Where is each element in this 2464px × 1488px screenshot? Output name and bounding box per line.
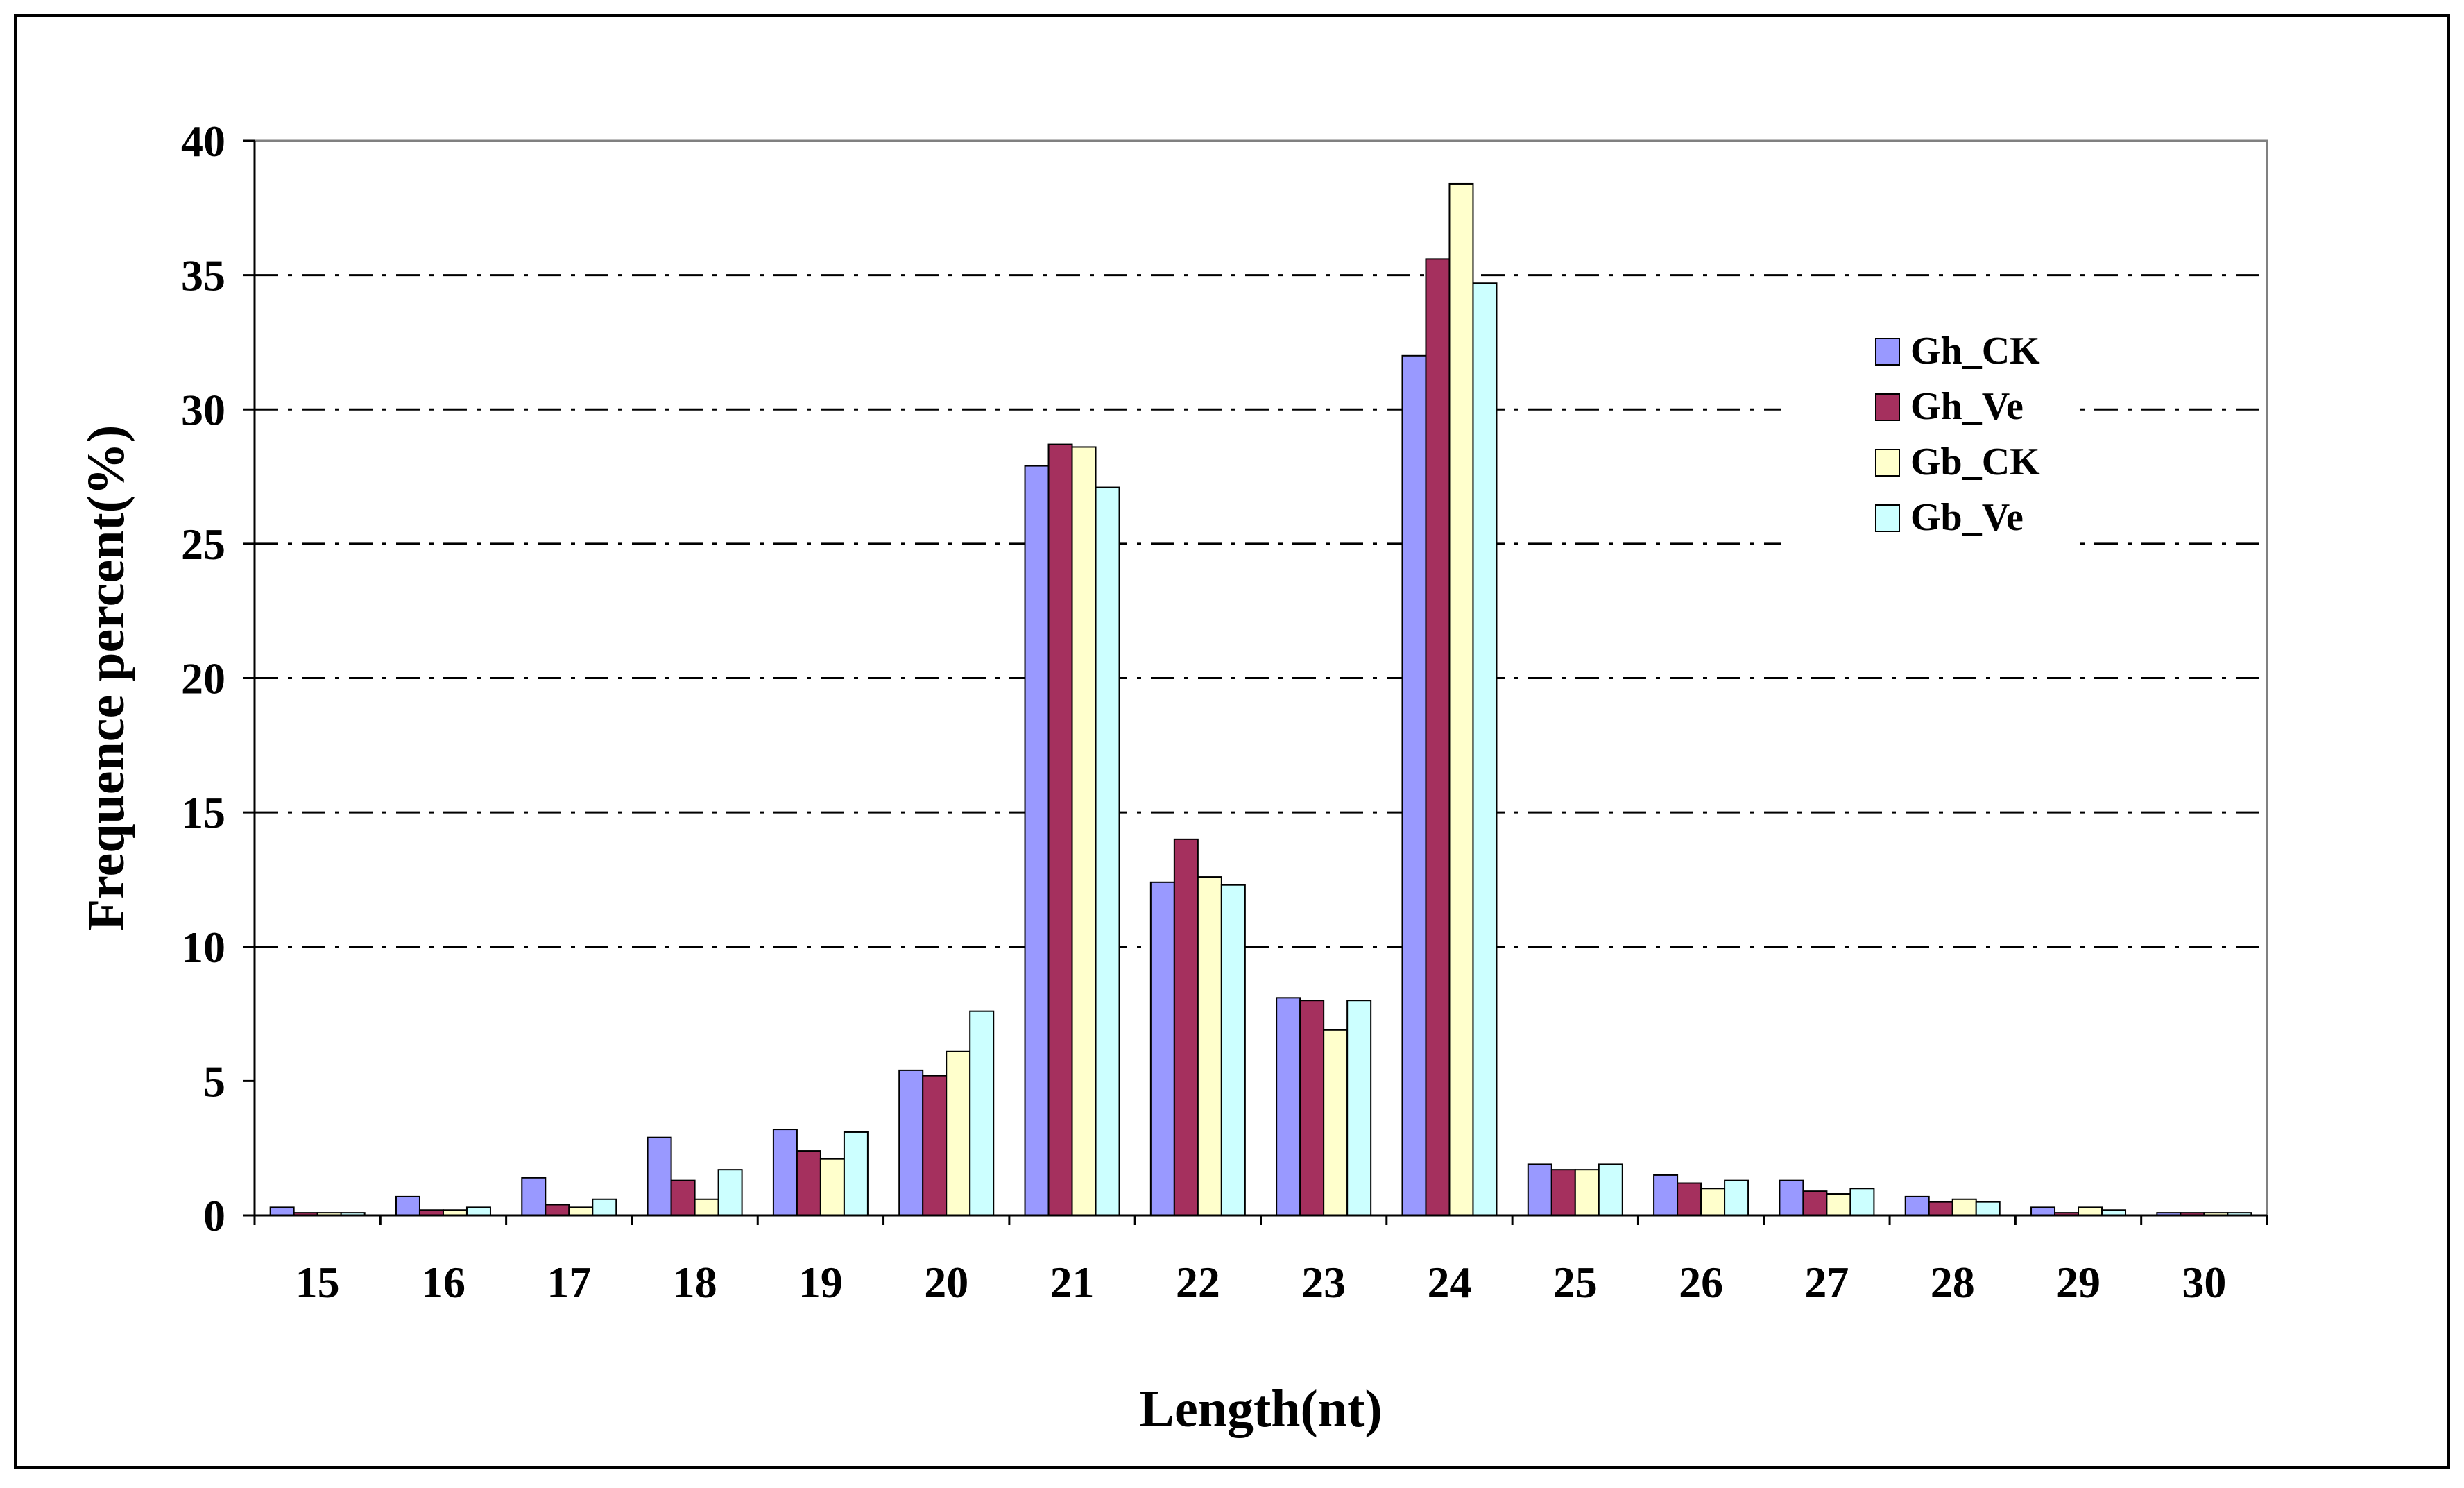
bars (269, 182, 2252, 1217)
bar-gb-ck-26 (1700, 1188, 1726, 1217)
bar-gh-ve-27 (1802, 1190, 1828, 1216)
bar-gb-ck-17 (568, 1206, 594, 1216)
y-tick-label: 20 (181, 654, 225, 703)
y-tick-label: 10 (181, 923, 225, 972)
y-tick-label: 35 (181, 251, 225, 300)
bar-gb-ck-21 (1071, 446, 1097, 1217)
bar-gh-ve-25 (1550, 1169, 1576, 1216)
y-tick-label: 15 (181, 788, 225, 837)
x-tick-label: 23 (1301, 1258, 1346, 1307)
bar-gb-ve-26 (1724, 1179, 1749, 1216)
bar-gh-ck-21 (1024, 465, 1050, 1216)
bar-gb-ck-27 (1826, 1193, 1851, 1217)
bar-gh-ve-17 (545, 1204, 570, 1217)
bar-gb-ve-16 (465, 1206, 491, 1216)
bar-gh-ck-19 (772, 1129, 798, 1216)
x-tick-label: 29 (2056, 1258, 2101, 1307)
bar-gh-ck-29 (2030, 1206, 2056, 1216)
x-tick-label: 27 (1804, 1258, 1849, 1307)
bar-gh-ck-24 (1401, 354, 1427, 1216)
bar-gb-ve-23 (1346, 1000, 1372, 1216)
x-tick-label: 26 (1679, 1258, 1723, 1307)
bar-gh-ck-20 (898, 1069, 924, 1217)
x-tick-label: 18 (673, 1258, 717, 1307)
x-tick-label: 21 (1050, 1258, 1095, 1307)
x-tick-label: 19 (798, 1258, 843, 1307)
x-tick-label: 24 (1427, 1258, 1471, 1307)
bar-gh-ve-28 (1928, 1201, 1953, 1216)
bar-gh-ck-27 (1779, 1179, 1804, 1216)
x-tick-label: 20 (924, 1258, 968, 1307)
bar-gh-ve-23 (1299, 1000, 1325, 1216)
bar-gb-ck-24 (1448, 182, 1474, 1217)
legend-background (1781, 319, 2073, 562)
x-tick-label: 22 (1176, 1258, 1220, 1307)
bar-gh-ve-22 (1173, 838, 1199, 1216)
bar-gb-ve-18 (717, 1169, 743, 1216)
bar-gb-ck-28 (1951, 1198, 1977, 1217)
bar-gb-ck-29 (2078, 1206, 2103, 1216)
bar-gh-ck-28 (1904, 1195, 1930, 1216)
x-tick-label: 15 (296, 1258, 340, 1307)
gridlines (255, 274, 2267, 948)
bar-gb-ve-27 (1849, 1188, 1875, 1217)
legend-label: Gb_Ve (1910, 496, 2024, 539)
bar-gb-ve-28 (1975, 1201, 2001, 1216)
bar-gb-ck-25 (1574, 1169, 1600, 1216)
bar-gh-ve-24 (1425, 258, 1451, 1216)
x-axis-ticks: 15 16 17 18 19 20 21 22 23 24 25 26 27 28 29 30 (253, 1215, 2268, 1307)
bar-gh-ve-19 (796, 1150, 821, 1217)
bar-gb-ve-24 (1472, 282, 1498, 1216)
bar-gb-ck-18 (694, 1198, 719, 1217)
y-tick-label: 5 (203, 1057, 225, 1106)
x-tick-label: 28 (1931, 1258, 1975, 1307)
legend-label: Gb_CK (1910, 441, 2040, 484)
y-tick-label: 25 (181, 520, 225, 569)
x-tick-label: 16 (421, 1258, 465, 1307)
legend-swatch (1875, 393, 1900, 421)
x-tick-label: 25 (1553, 1258, 1598, 1307)
bar-gh-ve-18 (670, 1179, 696, 1216)
bar-gh-ve-21 (1047, 443, 1073, 1216)
legend-swatch (1875, 338, 1900, 366)
bar-gb-ve-25 (1598, 1163, 1623, 1216)
bar-gb-ve-19 (843, 1131, 869, 1217)
bar-gh-ck-23 (1276, 997, 1301, 1216)
bar-gb-ck-19 (819, 1158, 845, 1216)
legend-swatch (1875, 504, 1900, 532)
bar-gh-ck-15 (269, 1206, 295, 1216)
bar-gh-ck-16 (395, 1195, 420, 1216)
bar-gb-ck-23 (1323, 1029, 1349, 1216)
bar-gh-ck-25 (1527, 1163, 1552, 1216)
bar-gb-ve-20 (969, 1010, 995, 1216)
y-tick-label: 0 (203, 1191, 225, 1240)
legend-label: Gh_Ve (1910, 385, 2024, 428)
bar-gb-ve-21 (1095, 486, 1120, 1216)
bar-gh-ck-18 (647, 1136, 672, 1217)
bar-gh-ve-26 (1677, 1182, 1702, 1217)
y-axis-ticks: 0 5 10 15 20 25 30 35 40 (181, 117, 255, 1240)
x-tick-label: 30 (2182, 1258, 2226, 1307)
bar-gh-ck-26 (1653, 1174, 1679, 1216)
bar-gh-ck-22 (1149, 881, 1175, 1217)
legend: Gh_CK Gh_Ve Gb_CK Gb_Ve (1781, 319, 2073, 562)
bar-gb-ve-17 (592, 1198, 617, 1217)
y-tick-label: 40 (181, 117, 225, 166)
figure-border (14, 14, 2450, 1469)
legend-swatch (1875, 449, 1900, 477)
bar-gb-ck-22 (1197, 876, 1222, 1216)
bar-gb-ck-20 (946, 1050, 971, 1216)
legend-label: Gh_CK (1910, 330, 2040, 373)
y-axis-title: Frequence percent(%) (77, 425, 135, 932)
x-axis-title: Length(nt) (1139, 1380, 1382, 1438)
x-tick-label: 17 (547, 1258, 591, 1307)
bar-gb-ve-22 (1220, 884, 1246, 1216)
y-tick-label: 30 (181, 385, 225, 434)
bar-gh-ve-20 (922, 1075, 948, 1216)
bar-gh-ck-17 (521, 1177, 547, 1217)
